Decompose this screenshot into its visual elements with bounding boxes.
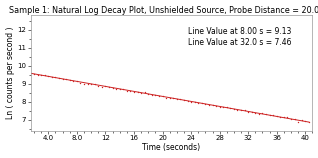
Point — [124, 89, 129, 92]
Point — [142, 91, 147, 94]
Point — [281, 116, 287, 119]
Title: Sample 1: Natural Log Decay Plot, Unshielded Source, Probe Distance = 20.0 cm: Sample 1: Natural Log Decay Plot, Unshie… — [9, 6, 318, 15]
Point — [146, 93, 151, 95]
Point — [271, 114, 276, 117]
Point — [149, 94, 154, 96]
Point — [242, 109, 247, 112]
Point — [264, 112, 269, 115]
Point — [53, 76, 58, 78]
Point — [156, 95, 162, 98]
Point — [139, 92, 144, 94]
X-axis label: Time (seconds): Time (seconds) — [142, 143, 201, 152]
Point — [285, 116, 290, 119]
Y-axis label: Ln ( counts per second ): Ln ( counts per second ) — [5, 27, 15, 119]
Point — [292, 117, 297, 120]
Point — [260, 112, 265, 115]
Point — [224, 106, 229, 108]
Point — [246, 110, 251, 113]
Point — [96, 84, 101, 87]
Point — [81, 82, 86, 85]
Point — [203, 103, 208, 105]
Point — [107, 86, 112, 88]
Point — [71, 80, 76, 82]
Point — [306, 121, 311, 124]
Point — [171, 97, 176, 99]
Point — [89, 83, 94, 86]
Point — [210, 104, 215, 106]
Point — [49, 76, 54, 78]
Point — [78, 82, 83, 84]
Point — [278, 116, 283, 119]
Point — [238, 109, 244, 111]
Point — [235, 108, 240, 111]
Point — [199, 101, 204, 104]
Point — [303, 120, 308, 123]
Point — [35, 73, 40, 76]
Point — [103, 84, 108, 87]
Point — [288, 118, 294, 120]
Text: Line Value at 32.0 s = 7.46: Line Value at 32.0 s = 7.46 — [188, 38, 292, 47]
Point — [92, 83, 97, 86]
Point — [189, 101, 194, 103]
Point — [296, 120, 301, 123]
Point — [128, 89, 133, 92]
Point — [74, 80, 80, 82]
Point — [60, 78, 65, 80]
Point — [178, 98, 183, 101]
Point — [192, 101, 197, 104]
Point — [131, 90, 136, 93]
Point — [110, 86, 115, 89]
Point — [64, 78, 69, 80]
Point — [185, 100, 190, 102]
Point — [160, 95, 165, 97]
Point — [182, 99, 187, 101]
Point — [99, 85, 104, 88]
Point — [42, 74, 47, 76]
Point — [46, 75, 51, 78]
Point — [85, 82, 90, 85]
Point — [267, 114, 272, 116]
Point — [217, 106, 222, 108]
Point — [167, 97, 172, 100]
Point — [31, 72, 37, 75]
Point — [249, 111, 254, 113]
Point — [121, 88, 126, 91]
Text: Line Value at 8.00 s = 9.13: Line Value at 8.00 s = 9.13 — [188, 27, 292, 36]
Point — [228, 106, 233, 109]
Point — [256, 113, 261, 115]
Point — [232, 108, 237, 111]
Point — [196, 102, 201, 104]
Point — [163, 97, 169, 99]
Point — [174, 97, 179, 100]
Point — [117, 88, 122, 90]
Point — [274, 115, 279, 118]
Point — [153, 93, 158, 96]
Point — [221, 105, 226, 108]
Point — [67, 79, 72, 82]
Point — [57, 77, 62, 79]
Point — [206, 104, 211, 107]
Point — [299, 119, 304, 122]
Point — [114, 88, 119, 90]
Point — [253, 112, 258, 115]
Point — [135, 91, 140, 93]
Point — [214, 105, 219, 107]
Point — [39, 73, 44, 76]
